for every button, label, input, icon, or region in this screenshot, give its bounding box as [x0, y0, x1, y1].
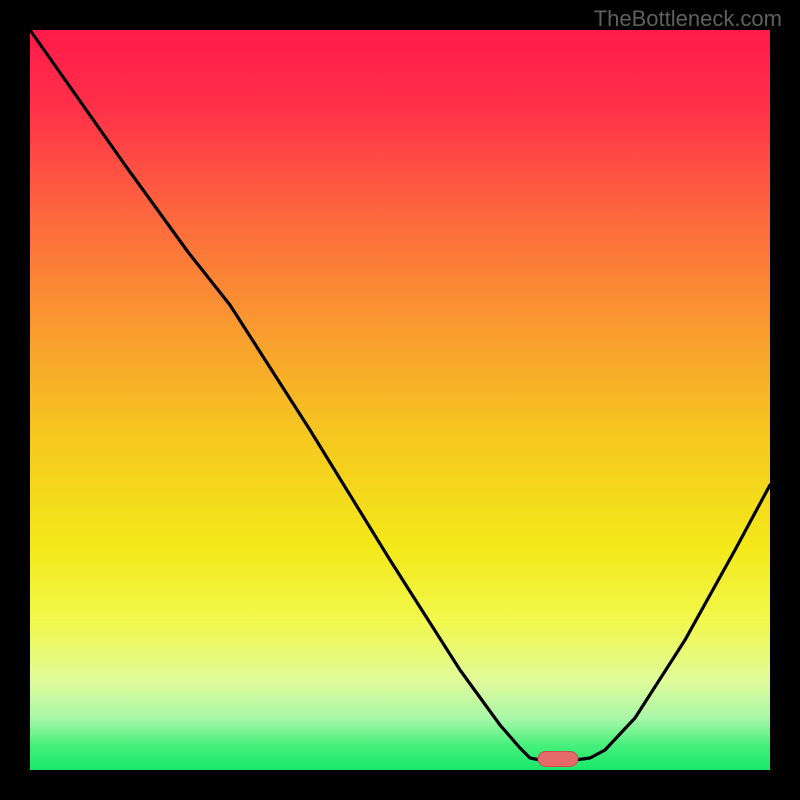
chart-container: TheBottleneck.com — [0, 0, 800, 800]
minimum-marker — [538, 752, 578, 767]
curve-layer — [30, 30, 770, 770]
plot-area — [30, 30, 770, 770]
watermark-text: TheBottleneck.com — [594, 6, 782, 32]
bottleneck-curve — [30, 30, 770, 760]
